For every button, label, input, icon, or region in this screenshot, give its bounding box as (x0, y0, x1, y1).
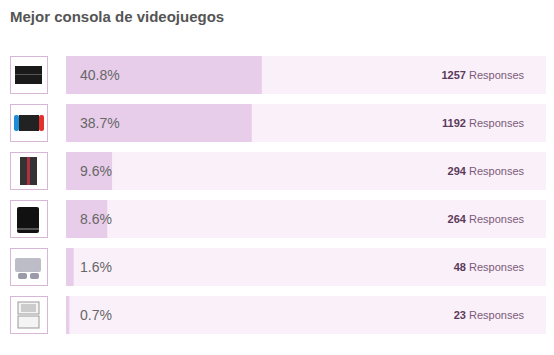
svg-text:8.6%: 8.6% (80, 211, 112, 227)
svg-text:0.7%: 0.7% (80, 307, 112, 323)
html-text:Mejor consola de videojuegos: Mejor consola de videojuegos (10, 8, 225, 25)
svg-text:294 Responses: 294 Responses (448, 165, 525, 177)
svg-text:1192 Responses: 1192 Responses (442, 117, 524, 129)
svg-text:9.6%: 9.6% (80, 163, 112, 179)
svg-text:1.6%: 1.6% (80, 259, 112, 275)
svg-text:48 Responses: 48 Responses (454, 261, 525, 273)
svg-text:40.8%: 40.8% (80, 67, 120, 83)
svg-text:264 Responses: 264 Responses (448, 213, 525, 225)
svg-text:23 Responses: 23 Responses (454, 309, 525, 321)
svg-text:1257 Responses: 1257 Responses (441, 69, 524, 81)
svg-text:38.7%: 38.7% (80, 115, 120, 131)
